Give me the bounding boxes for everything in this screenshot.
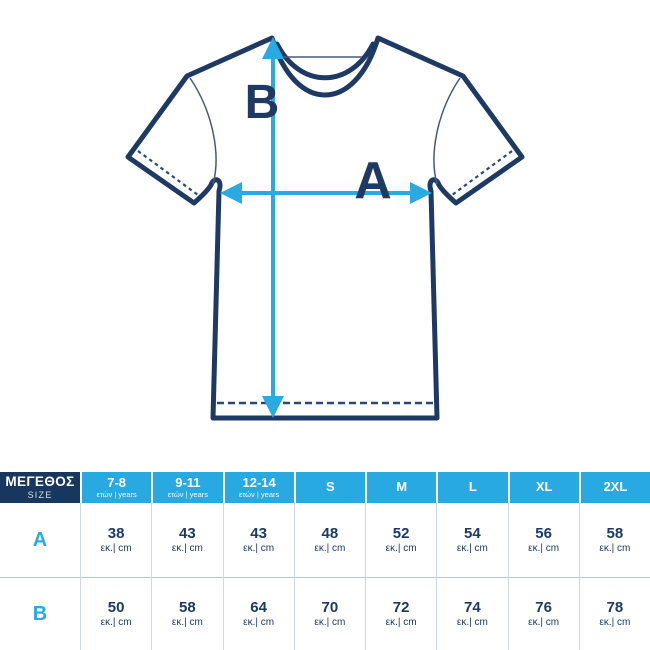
- value-cell: 64 εκ.| cm: [222, 577, 294, 650]
- tshirt-outline: [125, 35, 525, 421]
- label-a: A: [354, 152, 392, 210]
- row-label-b: B: [0, 577, 80, 650]
- table-header-subtitle: SIZE: [27, 489, 53, 500]
- value-cell: 70 εκ.| cm: [293, 577, 365, 650]
- value-cell: 50 εκ.| cm: [80, 577, 152, 650]
- column-header-xl: XL: [507, 472, 579, 503]
- value-cell: 78 εκ.| cm: [578, 577, 650, 650]
- column-header-12-14: 12-14 ετών | years: [222, 472, 294, 503]
- sleeve-hem-dashed-left: [137, 150, 199, 196]
- value-cell: 56 εκ.| cm: [507, 503, 579, 577]
- measurement-arrow-a: [220, 182, 432, 204]
- shoulder-seam-right: [433, 77, 461, 185]
- value-cell: 76 εκ.| cm: [507, 577, 579, 650]
- tshirt-illustration: B A: [125, 35, 525, 421]
- value-cell: 72 εκ.| cm: [365, 577, 437, 650]
- size-table: ΜΕΓΕΘΟΣ SIZE 7-8 ετών | years 9-11 ετών …: [0, 472, 650, 650]
- table-header-size: ΜΕΓΕΘΟΣ SIZE: [0, 472, 80, 503]
- value-cell: 38 εκ.| cm: [80, 503, 151, 577]
- value-cell: 43 εκ.| cm: [222, 503, 294, 577]
- tshirt-diagram: B A: [125, 35, 525, 421]
- value-cell: 48 εκ.| cm: [293, 503, 365, 577]
- row-label-a: A: [32, 528, 48, 551]
- value-cell: 74 εκ.| cm: [436, 577, 508, 650]
- value-cell: 43 εκ.| cm: [151, 503, 222, 577]
- value-cell: 58 εκ.| cm: [151, 577, 223, 650]
- column-header-m: M: [365, 472, 437, 503]
- shoulder-seam-left: [189, 77, 217, 185]
- value-cell: 54 εκ.| cm: [436, 503, 507, 577]
- column-header-s: S: [293, 472, 365, 503]
- measurement-arrow-b: [262, 37, 284, 418]
- column-header-2xl: 2XL: [578, 472, 650, 503]
- table-header-title: ΜΕΓΕΘΟΣ: [5, 474, 75, 490]
- value-cell: 58 εκ.| cm: [578, 503, 650, 577]
- column-header-7-8: 7-8 ετών | years: [80, 472, 152, 503]
- column-header-l: L: [436, 472, 508, 503]
- sleeve-hem-dashed-right: [451, 150, 513, 196]
- label-b: B: [245, 76, 280, 129]
- value-cell: 52 εκ.| cm: [365, 503, 436, 577]
- column-header-9-11: 9-11 ετών | years: [151, 472, 223, 503]
